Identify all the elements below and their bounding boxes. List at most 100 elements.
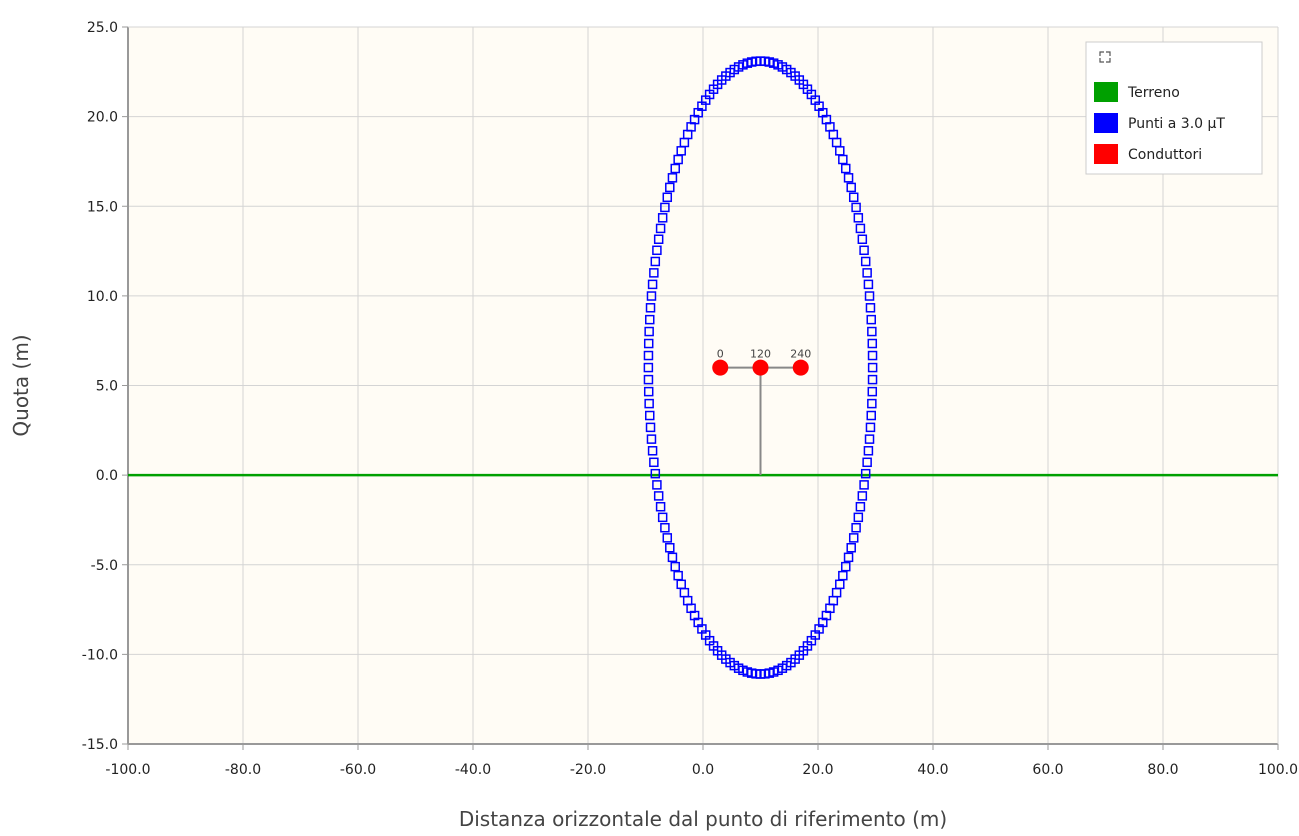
field-point bbox=[670, 561, 680, 572]
field-point bbox=[843, 552, 854, 563]
x-axis-ticks: -100.0 -80.0 -60.0 -40.0 -20.0 0.0 20.0 40.0 60.… bbox=[105, 744, 1298, 778]
field-point bbox=[653, 491, 664, 501]
legend-label: Terreno bbox=[1127, 85, 1180, 101]
field-point bbox=[644, 326, 654, 337]
expand-icon[interactable] bbox=[1099, 51, 1111, 63]
field-point bbox=[867, 386, 878, 397]
field-point bbox=[864, 291, 875, 301]
legend-items: Terreno Punti a 3.0 µT Conduttori bbox=[1094, 82, 1225, 164]
conduttori-series: 0 120 240 bbox=[712, 348, 811, 376]
field-point bbox=[645, 303, 656, 313]
field-point bbox=[650, 468, 661, 479]
field-point bbox=[653, 234, 664, 244]
field-point bbox=[643, 374, 654, 385]
legend[interactable]: Terreno Punti a 3.0 µT Conduttori bbox=[1085, 41, 1263, 175]
field-point bbox=[867, 326, 877, 337]
field-point bbox=[866, 314, 876, 325]
legend-swatch bbox=[1094, 113, 1118, 133]
field-point bbox=[652, 480, 662, 490]
field-point bbox=[862, 268, 872, 278]
y-tick-label: 20.0 bbox=[87, 110, 118, 126]
field-point bbox=[662, 192, 673, 203]
field-point bbox=[867, 338, 878, 349]
y-tick-label: 25.0 bbox=[87, 20, 118, 36]
field-point bbox=[655, 223, 666, 234]
field-point bbox=[646, 434, 657, 444]
field-point bbox=[867, 398, 877, 409]
field-point bbox=[853, 512, 864, 523]
expand-icon-corner bbox=[1106, 58, 1111, 63]
field-point bbox=[645, 314, 655, 325]
field-point bbox=[643, 338, 654, 349]
y-tick-label: -15.0 bbox=[82, 737, 118, 753]
field-point bbox=[859, 245, 869, 256]
field-point bbox=[848, 533, 859, 543]
field-point bbox=[865, 422, 876, 433]
x-tick-label: 0.0 bbox=[692, 762, 714, 778]
field-point bbox=[646, 291, 657, 301]
field-point bbox=[665, 182, 675, 193]
y-tick-label: -10.0 bbox=[82, 647, 118, 663]
field-point bbox=[649, 457, 659, 468]
field-point bbox=[647, 279, 658, 290]
field-point bbox=[643, 350, 654, 361]
x-tick-label: 100.0 bbox=[1258, 762, 1298, 778]
conductor-point bbox=[792, 359, 809, 376]
field-point bbox=[851, 202, 861, 213]
conductor-phase-label: 0 bbox=[717, 348, 724, 361]
y-tick-label: 10.0 bbox=[87, 289, 118, 305]
field-point bbox=[667, 173, 678, 183]
field-point bbox=[857, 491, 868, 501]
field-point bbox=[867, 374, 878, 385]
field-point bbox=[644, 398, 654, 409]
punti-series bbox=[643, 56, 878, 679]
field-point bbox=[645, 410, 655, 421]
legend-swatch bbox=[1094, 82, 1118, 102]
field-point bbox=[660, 522, 670, 533]
field-point bbox=[655, 501, 666, 512]
field-point bbox=[662, 533, 673, 543]
field-point bbox=[857, 234, 868, 244]
field-point bbox=[848, 192, 859, 203]
field-point bbox=[866, 410, 876, 421]
x-tick-label: -100.0 bbox=[105, 762, 150, 778]
field-point bbox=[865, 303, 876, 313]
x-tick-label: -20.0 bbox=[570, 762, 606, 778]
expand-icon-corner bbox=[1099, 58, 1104, 63]
x-tick-label: 60.0 bbox=[1032, 762, 1063, 778]
field-point bbox=[838, 570, 848, 581]
x-tick-label: 80.0 bbox=[1147, 762, 1178, 778]
legend-label: Punti a 3.0 µT bbox=[1128, 116, 1225, 132]
expand-icon-corner bbox=[1106, 51, 1111, 56]
x-tick-label: 20.0 bbox=[802, 762, 833, 778]
field-point bbox=[855, 223, 866, 234]
x-tick-label: 40.0 bbox=[917, 762, 948, 778]
field-point bbox=[867, 362, 878, 373]
field-point bbox=[864, 434, 875, 444]
field-point bbox=[846, 182, 856, 193]
field-point bbox=[863, 446, 874, 456]
field-point bbox=[846, 542, 856, 553]
y-tick-label: 15.0 bbox=[87, 199, 118, 215]
field-point bbox=[660, 202, 670, 213]
field-point bbox=[665, 542, 675, 553]
legend-label: Conduttori bbox=[1128, 147, 1202, 163]
x-tick-label: -60.0 bbox=[340, 762, 376, 778]
y-tick-label: 0.0 bbox=[96, 468, 118, 484]
conductor-point bbox=[712, 359, 729, 376]
field-point bbox=[643, 386, 654, 397]
field-point bbox=[657, 512, 668, 523]
y-axis-ticks: 25.0 20.0 15.0 10.0 5.0 0.0 -5.0 -10.0 -15.0 bbox=[82, 20, 128, 753]
field-point bbox=[670, 163, 680, 174]
field-point bbox=[862, 457, 872, 468]
x-axis-title: Distanza orizzontale dal punto di riferi… bbox=[459, 807, 947, 831]
field-point bbox=[860, 256, 871, 267]
conductor-phase-label: 240 bbox=[790, 348, 811, 361]
y-tick-label: -5.0 bbox=[91, 558, 118, 574]
field-point bbox=[841, 561, 851, 572]
field-point bbox=[643, 362, 654, 373]
field-point bbox=[860, 468, 871, 479]
field-point bbox=[855, 501, 866, 512]
field-point bbox=[657, 213, 668, 223]
legend-swatch bbox=[1094, 144, 1118, 164]
